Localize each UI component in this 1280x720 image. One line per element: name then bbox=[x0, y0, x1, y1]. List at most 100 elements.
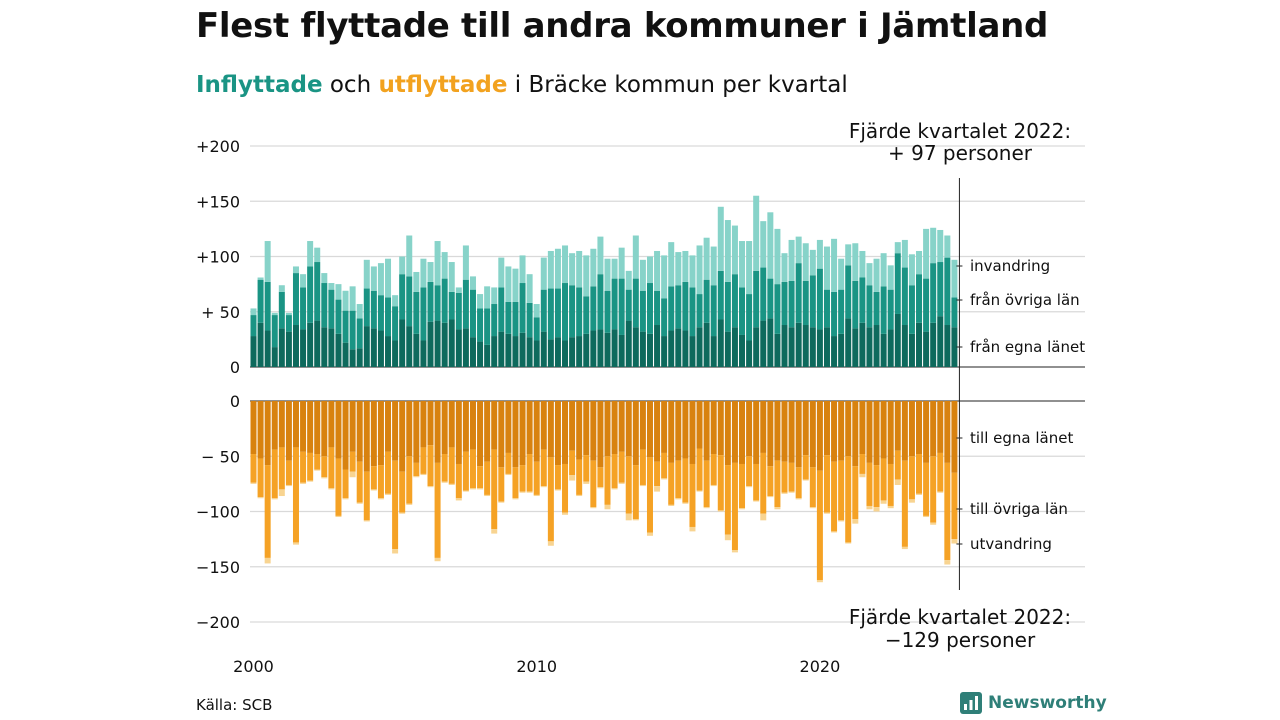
bar-out-1 bbox=[951, 472, 958, 540]
bar-in-1 bbox=[781, 281, 788, 326]
bar-in-0 bbox=[639, 331, 646, 367]
bar-in-2 bbox=[937, 229, 944, 263]
bar-out-1 bbox=[427, 445, 434, 487]
bar-out-1 bbox=[385, 451, 392, 494]
bar-in-1 bbox=[590, 286, 597, 331]
bar-in-1 bbox=[533, 317, 540, 341]
bar-out-1 bbox=[654, 461, 661, 487]
bar-in-1 bbox=[632, 278, 639, 328]
bar-out-2 bbox=[731, 550, 738, 553]
bar-out-1 bbox=[908, 456, 915, 500]
bar-out-1 bbox=[434, 462, 441, 558]
bar-in-2 bbox=[477, 294, 484, 309]
bar-in-2 bbox=[618, 247, 625, 279]
bar-out-0 bbox=[547, 401, 554, 458]
bar-out-0 bbox=[406, 401, 413, 457]
bar-out-1 bbox=[604, 456, 611, 505]
chart-subtitle: Inflyttade och utflyttade i Bräcke kommu… bbox=[196, 72, 848, 98]
bar-out-1 bbox=[703, 460, 710, 508]
bar-in-2 bbox=[300, 274, 307, 288]
bar-out-0 bbox=[512, 401, 519, 468]
bar-in-2 bbox=[484, 286, 491, 309]
bar-in-2 bbox=[413, 271, 420, 292]
bar-out-0 bbox=[278, 401, 285, 448]
bar-out-1 bbox=[788, 462, 795, 492]
bar-in-2 bbox=[583, 255, 590, 297]
bar-in-2 bbox=[661, 255, 668, 299]
bar-in-1 bbox=[823, 289, 830, 328]
bar-in-0 bbox=[788, 327, 795, 367]
bar-out-1 bbox=[590, 460, 597, 508]
bar-in-2 bbox=[491, 287, 498, 305]
y-tick-label-top: 0 bbox=[230, 358, 240, 377]
subtitle-och: och bbox=[329, 72, 372, 98]
bar-out-0 bbox=[484, 401, 491, 462]
bar-in-0 bbox=[377, 330, 384, 367]
bar-in-0 bbox=[335, 333, 342, 367]
bar-in-2 bbox=[802, 243, 809, 281]
bar-out-2 bbox=[880, 500, 887, 504]
bar-out-2 bbox=[873, 507, 880, 512]
bar-in-2 bbox=[682, 250, 689, 282]
bar-out-2 bbox=[342, 498, 349, 500]
bar-in-0 bbox=[469, 337, 476, 367]
bar-out-1 bbox=[781, 461, 788, 493]
bar-out-1 bbox=[774, 460, 781, 508]
bar-in-2 bbox=[519, 255, 526, 284]
bar-out-1 bbox=[285, 460, 292, 485]
bar-in-2 bbox=[845, 244, 852, 266]
bar-out-2 bbox=[427, 486, 434, 488]
bar-in-0 bbox=[703, 322, 710, 367]
bar-out-0 bbox=[639, 401, 646, 450]
bar-out-0 bbox=[441, 401, 448, 455]
bar-in-0 bbox=[427, 321, 434, 367]
bar-in-2 bbox=[271, 312, 278, 316]
bar-in-2 bbox=[753, 195, 760, 271]
bar-in-1 bbox=[349, 310, 356, 350]
bar-out-2 bbox=[576, 494, 583, 497]
bar-out-1 bbox=[363, 471, 370, 521]
bar-out-1 bbox=[859, 454, 866, 474]
bar-in-1 bbox=[562, 283, 569, 341]
bar-out-2 bbox=[300, 482, 307, 484]
bar-in-0 bbox=[498, 331, 505, 367]
bar-out-0 bbox=[314, 401, 321, 455]
bar-in-2 bbox=[385, 258, 392, 298]
bar-out-1 bbox=[625, 456, 632, 514]
bar-in-0 bbox=[300, 329, 307, 367]
bar-out-0 bbox=[646, 401, 653, 458]
bar-in-0 bbox=[611, 329, 618, 367]
bar-out-1 bbox=[498, 467, 505, 502]
bar-out-0 bbox=[427, 401, 434, 446]
bar-out-2 bbox=[455, 498, 462, 501]
bar-in-1 bbox=[916, 274, 923, 323]
bar-in-2 bbox=[363, 259, 370, 289]
series-label-out: till övriga län bbox=[970, 500, 1068, 518]
bar-in-2 bbox=[307, 241, 314, 267]
bar-out-2 bbox=[285, 484, 292, 487]
bar-in-2 bbox=[462, 245, 469, 280]
bar-out-2 bbox=[923, 515, 930, 518]
bar-out-0 bbox=[880, 401, 887, 459]
bar-out-1 bbox=[689, 463, 696, 527]
bar-in-2 bbox=[377, 263, 384, 296]
bar-in-0 bbox=[675, 328, 682, 367]
bar-out-0 bbox=[682, 401, 689, 459]
bar-in-1 bbox=[809, 275, 816, 328]
bar-in-1 bbox=[363, 288, 370, 327]
bar-out-0 bbox=[264, 401, 271, 466]
bar-out-2 bbox=[746, 486, 753, 488]
bar-in-0 bbox=[590, 330, 597, 367]
bar-out-0 bbox=[250, 401, 257, 455]
bar-out-0 bbox=[413, 401, 420, 463]
bar-in-2 bbox=[710, 246, 717, 286]
bar-out-1 bbox=[562, 463, 569, 513]
bar-out-0 bbox=[462, 401, 469, 452]
bar-in-0 bbox=[385, 336, 392, 367]
bar-in-0 bbox=[781, 325, 788, 367]
bar-in-2 bbox=[717, 206, 724, 271]
bar-in-2 bbox=[646, 256, 653, 284]
bar-in-0 bbox=[441, 322, 448, 367]
bar-out-2 bbox=[802, 479, 809, 481]
bar-out-2 bbox=[264, 557, 271, 564]
